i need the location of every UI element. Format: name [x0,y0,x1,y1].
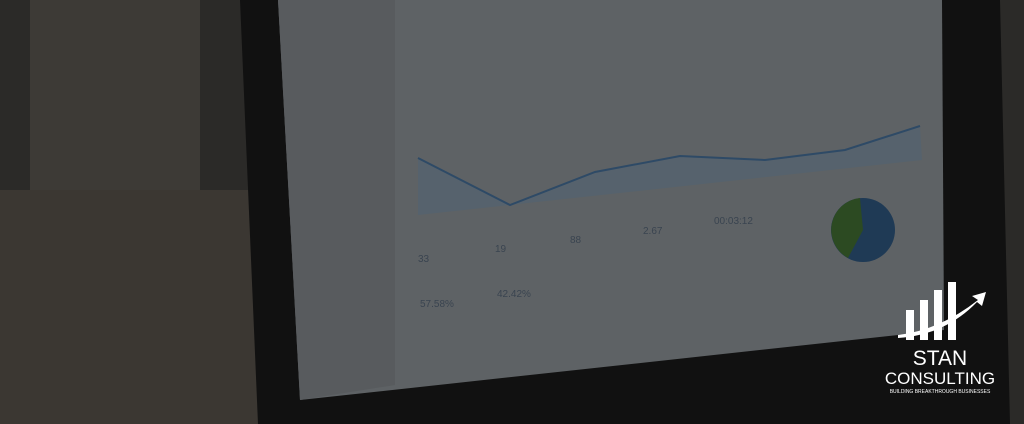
logo-tagline: BUILDING BREAKTHROUGH BUSINESSES [890,389,991,395]
logo-bar [934,290,942,340]
pie-slice [831,198,863,258]
metric: 57.58% [420,299,454,310]
metric: 88 [570,235,582,246]
logo-bar [948,282,956,340]
metric: 33 [418,254,430,265]
sidebar [278,0,395,400]
logo-arrow [898,292,986,338]
logo-title: CONSULTING [885,369,995,388]
logo-bar [920,300,928,340]
logo-title: STAN [913,347,967,370]
table [0,190,270,424]
logo: STAN CONSULTING BUILDING BREAKTHROUGH BU… [885,282,995,395]
metric: 42.42% [497,289,531,300]
metric: 00:03:12 [714,216,753,227]
chart-line [417,125,921,207]
screen [278,0,944,400]
logo-bar [906,310,914,340]
metric: 19 [495,244,507,255]
metric: 2.67 [643,226,663,237]
blurred-object [30,0,200,190]
